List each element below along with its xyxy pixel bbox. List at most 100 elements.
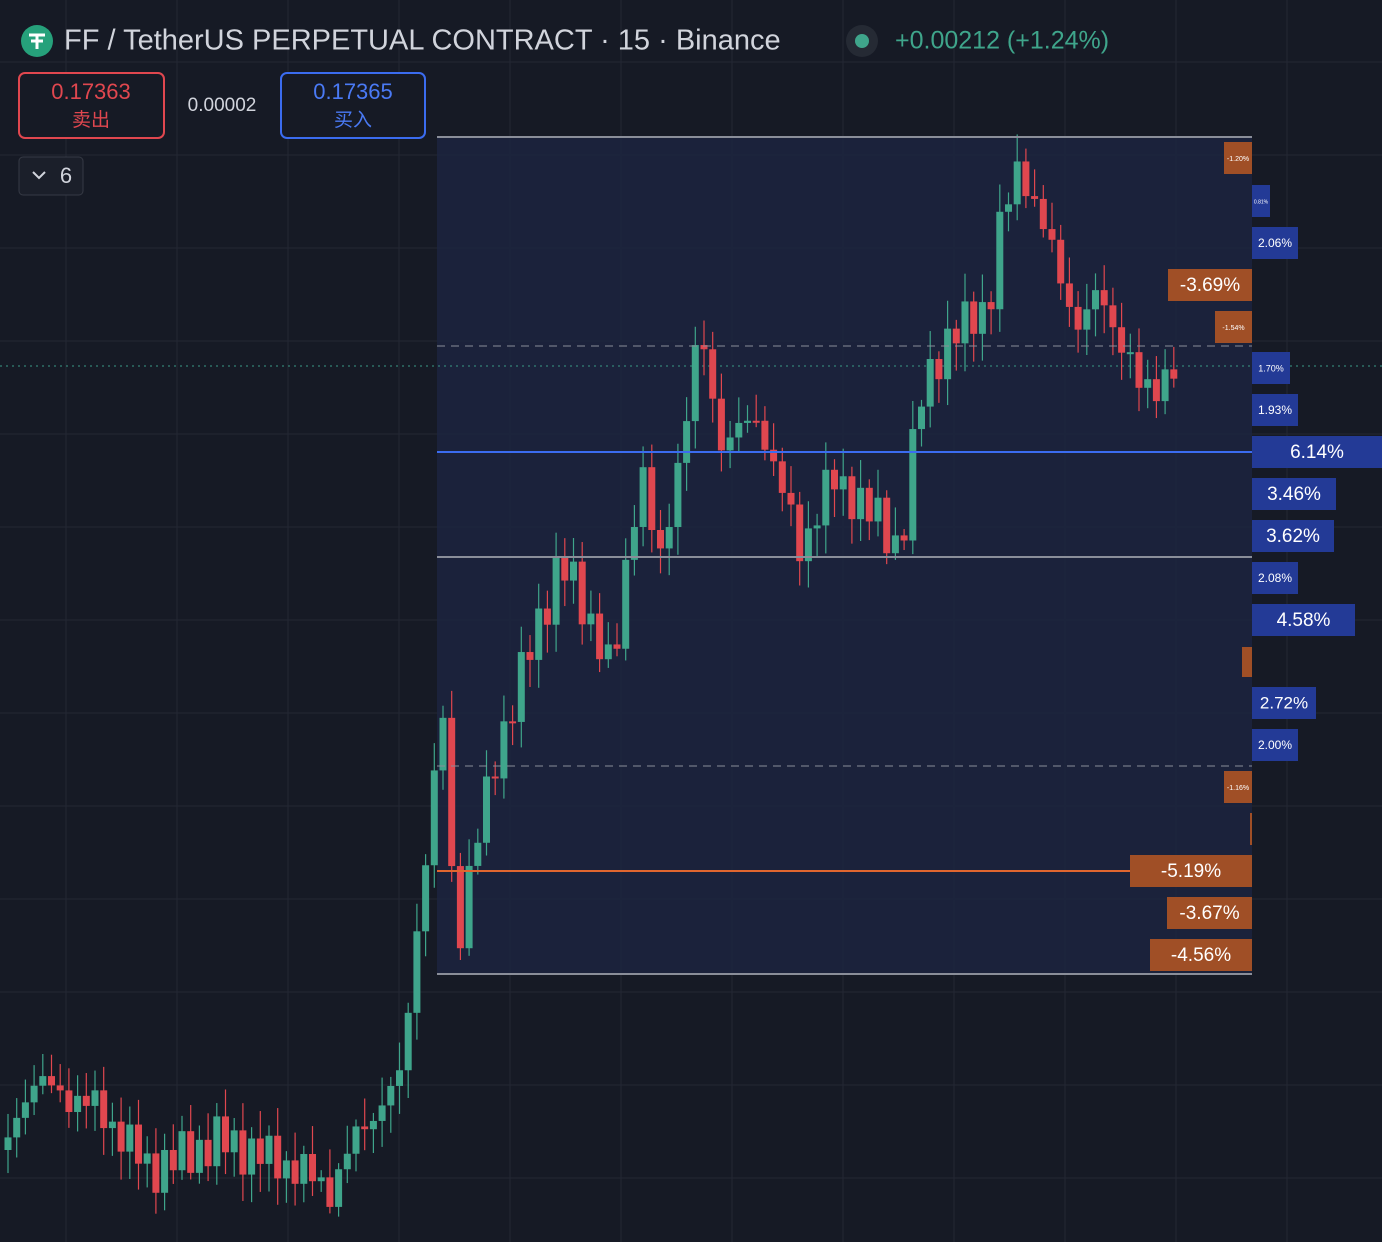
- candle-body: [526, 652, 534, 660]
- candle-body: [56, 1085, 64, 1091]
- candle-body: [657, 529, 664, 549]
- candle-body: [65, 1090, 73, 1113]
- candle-body: [483, 776, 490, 843]
- candle-body: [918, 406, 925, 430]
- candle-body: [39, 1076, 47, 1086]
- candle-body: [926, 359, 934, 407]
- sell-button[interactable]: [18, 72, 165, 139]
- candle-body: [439, 717, 447, 771]
- candle-body: [456, 866, 464, 949]
- candle-body: [126, 1124, 134, 1152]
- candle-body: [48, 1076, 55, 1086]
- buy-button[interactable]: [280, 72, 426, 139]
- candle-body: [161, 1149, 169, 1193]
- candle-body: [396, 1070, 403, 1086]
- percent-label: -1.20%: [1227, 156, 1249, 163]
- candle-body: [709, 349, 717, 399]
- percent-label: 6.14%: [1290, 442, 1344, 463]
- candle-body: [831, 469, 838, 490]
- percent-label: 2.08%: [1258, 571, 1292, 585]
- candle-body: [700, 345, 708, 350]
- candle-body: [117, 1121, 125, 1152]
- candle-body: [326, 1177, 334, 1207]
- candle-body: [1057, 239, 1065, 284]
- candle-body: [178, 1131, 186, 1171]
- percent-label-bg: [1252, 687, 1316, 719]
- candle-body: [187, 1131, 195, 1173]
- candle-body: [726, 437, 734, 451]
- candle-body: [683, 421, 691, 463]
- candle-body: [578, 561, 586, 625]
- symbol-title: FF / TetherUS PERPETUAL CONTRACT · 15 · …: [64, 25, 781, 57]
- candle-body: [509, 721, 517, 724]
- header: FF / TetherUS PERPETUAL CONTRACT · 15 · …: [21, 25, 1109, 57]
- percent-label: -5.19%: [1161, 861, 1221, 882]
- candle-body: [735, 422, 743, 438]
- percent-label: 2.06%: [1258, 236, 1292, 250]
- candle-body: [1109, 305, 1117, 328]
- price-change: +0.00212 (+1.24%): [895, 27, 1109, 55]
- candle-body: [622, 559, 630, 649]
- candle-body: [248, 1138, 256, 1175]
- candle-body: [665, 527, 673, 549]
- candle-body: [21, 1102, 29, 1118]
- candle-body: [361, 1126, 369, 1130]
- candle-body: [352, 1126, 360, 1154]
- candle-body: [222, 1116, 229, 1153]
- candle-body: [195, 1139, 203, 1173]
- candle-body: [465, 865, 473, 949]
- percent-label-bg: [1150, 939, 1252, 971]
- candle-body: [143, 1153, 151, 1164]
- candle-body: [256, 1138, 264, 1164]
- candle-body: [474, 842, 482, 866]
- candle-body: [369, 1120, 377, 1130]
- candle-body: [74, 1095, 82, 1113]
- percent-label-bg: [1224, 771, 1252, 803]
- candle-body: [422, 865, 430, 932]
- candle-body: [883, 497, 891, 554]
- indicator-count: 6: [60, 163, 72, 188]
- candle-body: [604, 644, 612, 660]
- chevron: [32, 171, 46, 180]
- candle-body: [944, 328, 952, 380]
- candle-body: [204, 1139, 212, 1167]
- candle-body: [630, 526, 638, 560]
- candle-body: [274, 1135, 282, 1179]
- percent-label: 1.93%: [1258, 403, 1292, 417]
- candle-body: [265, 1135, 273, 1164]
- percent-label: 3.46%: [1267, 484, 1321, 505]
- candle-body: [152, 1153, 160, 1193]
- indicator-toggle[interactable]: [18, 156, 84, 196]
- candle-body: [291, 1160, 299, 1184]
- percent-label-bg: [1252, 729, 1298, 761]
- sell-price: 0.17363: [51, 79, 131, 104]
- buy-price: 0.17365: [313, 79, 393, 104]
- tiny-label: [1250, 813, 1252, 845]
- percent-label-bg: [1252, 352, 1290, 384]
- tiny-label: [1242, 647, 1252, 677]
- candle-body: [1031, 196, 1039, 199]
- candle-body: [813, 525, 821, 529]
- candle-body: [891, 535, 899, 554]
- percent-label-bg: [1215, 311, 1252, 343]
- candle-body: [596, 613, 604, 660]
- percent-label-bg: [1130, 855, 1252, 887]
- candle-body: [309, 1154, 316, 1182]
- candle-body: [404, 1012, 412, 1071]
- percent-label-bg: [1168, 269, 1252, 301]
- buy-label: 买入: [334, 110, 372, 131]
- percent-label-bg: [1224, 142, 1252, 174]
- candle-body: [674, 462, 682, 528]
- candle-body: [430, 770, 438, 866]
- candle-body: [230, 1130, 238, 1153]
- candle-body: [996, 211, 1004, 310]
- status-dot: [855, 34, 869, 48]
- candle-body: [535, 608, 543, 660]
- candle-body: [1048, 229, 1056, 240]
- candle-body: [239, 1130, 247, 1175]
- candle-body: [613, 644, 621, 649]
- candle-body: [848, 476, 856, 520]
- candle-body: [378, 1105, 386, 1121]
- candle-body: [1152, 379, 1160, 402]
